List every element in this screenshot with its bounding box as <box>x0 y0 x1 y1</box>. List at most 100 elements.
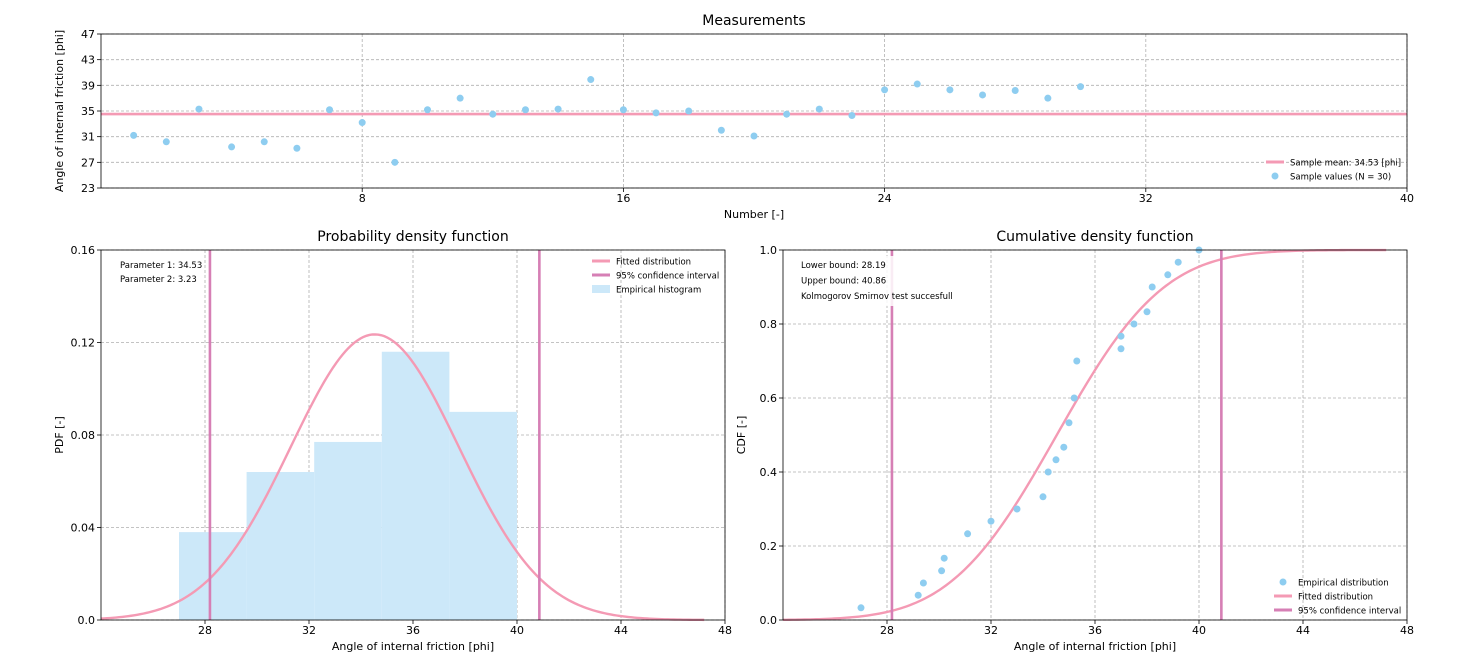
x-tick-label: 40 <box>1400 192 1414 205</box>
x-tick-label: 48 <box>718 624 732 637</box>
y-tick-label: 0.12 <box>71 337 96 350</box>
empirical-point <box>1164 271 1172 279</box>
legend-label: Empirical histogram <box>616 286 701 296</box>
empirical-point <box>987 517 995 525</box>
x-tick-label: 32 <box>1139 192 1153 205</box>
fitted-cdf-curve <box>782 248 1387 621</box>
x-tick-label: 28 <box>880 624 894 637</box>
chart-measurements: 8 16 24 32 40 23 27 31 35 39 43 47 Measurements Numbe… <box>53 13 1414 221</box>
sample-point <box>881 86 889 94</box>
legend-marker-swatch <box>1271 172 1279 180</box>
y-tick-label: 47 <box>81 28 95 41</box>
empirical-point <box>940 554 948 562</box>
empirical-point <box>1130 320 1138 328</box>
fitted-pdf-curve <box>100 333 705 622</box>
empirical-point <box>1117 332 1125 340</box>
y-tick-label: 0.0 <box>78 614 96 627</box>
sample-point <box>554 105 562 113</box>
y-tick-label: 0.0 <box>760 614 778 627</box>
histogram-bar <box>449 411 517 620</box>
y-tick-label: 39 <box>81 79 95 92</box>
sample-point <box>391 158 399 166</box>
sample-point <box>489 110 497 118</box>
legend-marker-swatch <box>1279 578 1287 586</box>
x-tick-label: 8 <box>359 192 366 205</box>
sample-point <box>619 106 627 114</box>
legend-label: 95% confidence interval <box>1298 607 1401 617</box>
annotation-text: Lower bound: 28.19 <box>801 261 886 271</box>
empirical-point <box>964 530 972 538</box>
empirical-point <box>1044 468 1052 476</box>
annotation-box <box>795 256 955 306</box>
sample-point <box>358 119 366 127</box>
legend-label: 95% confidence interval <box>616 272 719 282</box>
sample-point <box>979 91 987 99</box>
legend-label: Empirical distribution <box>1298 579 1389 589</box>
sample-point <box>652 109 660 117</box>
x-tick-label: 44 <box>1296 624 1310 637</box>
chart-title: Probability density function <box>317 229 508 245</box>
sample-point <box>750 132 758 140</box>
empirical-point <box>1052 456 1060 464</box>
empirical-point <box>1039 493 1047 501</box>
sample-point <box>1044 94 1052 102</box>
y-axis-label: CDF [-] <box>735 416 748 455</box>
y-tick-label: 0.16 <box>71 244 96 257</box>
annotation-text: Kolmogorov Smirnov test succesfull <box>801 292 953 302</box>
x-tick-label: 44 <box>614 624 628 637</box>
x-axis-label: Angle of internal friction [phi] <box>1014 640 1176 653</box>
sample-point <box>685 107 693 115</box>
sample-point <box>1077 83 1084 91</box>
histogram-bar <box>246 472 315 620</box>
x-tick-label: 32 <box>302 624 316 637</box>
empirical-point <box>857 604 865 612</box>
legend-label: Fitted distribution <box>616 258 691 268</box>
empirical-point <box>1148 283 1156 291</box>
sample-point <box>195 105 203 113</box>
y-tick-label: 35 <box>81 105 95 118</box>
sample-point <box>162 138 170 146</box>
x-tick-label: 40 <box>1192 624 1206 637</box>
legend-patch-swatch <box>592 285 610 293</box>
empirical-point <box>1013 505 1021 513</box>
sample-point <box>783 110 791 118</box>
y-axis-label: PDF [-] <box>53 416 66 453</box>
sample-point <box>587 76 595 84</box>
sample-point <box>228 143 236 151</box>
x-tick-label: 36 <box>406 624 420 637</box>
empirical-point <box>1070 394 1078 402</box>
y-tick-label: 0.8 <box>760 318 778 331</box>
empirical-point <box>1073 357 1081 365</box>
y-axis-label: Angle of internal friction [phi] <box>53 30 66 192</box>
empirical-point <box>1174 258 1182 266</box>
x-tick-label: 24 <box>878 192 892 205</box>
y-tick-label: 23 <box>81 182 95 195</box>
sample-point <box>521 106 529 114</box>
y-tick-label: 0.04 <box>71 522 96 535</box>
empirical-point <box>1143 308 1151 316</box>
sample-point <box>815 105 823 113</box>
x-tick-label: 28 <box>198 624 212 637</box>
sample-point <box>946 86 954 94</box>
sample-point <box>260 138 268 146</box>
y-tick-label: 0.2 <box>760 540 778 553</box>
x-tick-label: 48 <box>1400 624 1414 637</box>
chart-cdf: 28 32 36 40 44 48 0.0 0.2 0.4 0.6 0.8 1.0 Cumulative… <box>735 229 1414 653</box>
histogram-bar <box>314 441 382 620</box>
empirical-point <box>919 579 927 587</box>
x-axis-label: Angle of internal friction [phi] <box>332 640 494 653</box>
histogram-bar <box>381 351 450 620</box>
x-tick-label: 36 <box>1088 624 1102 637</box>
y-tick-label: 31 <box>81 131 95 144</box>
x-tick-label: 16 <box>616 192 630 205</box>
sample-point <box>130 131 138 139</box>
sample-point <box>913 80 921 88</box>
empirical-point <box>1117 345 1125 353</box>
y-tick-label: 27 <box>81 156 95 169</box>
chart-title: Cumulative density function <box>996 229 1193 245</box>
x-tick-label: 32 <box>984 624 998 637</box>
chart-title: Measurements <box>702 13 805 29</box>
sample-point <box>424 106 431 114</box>
sample-point <box>1011 86 1019 94</box>
